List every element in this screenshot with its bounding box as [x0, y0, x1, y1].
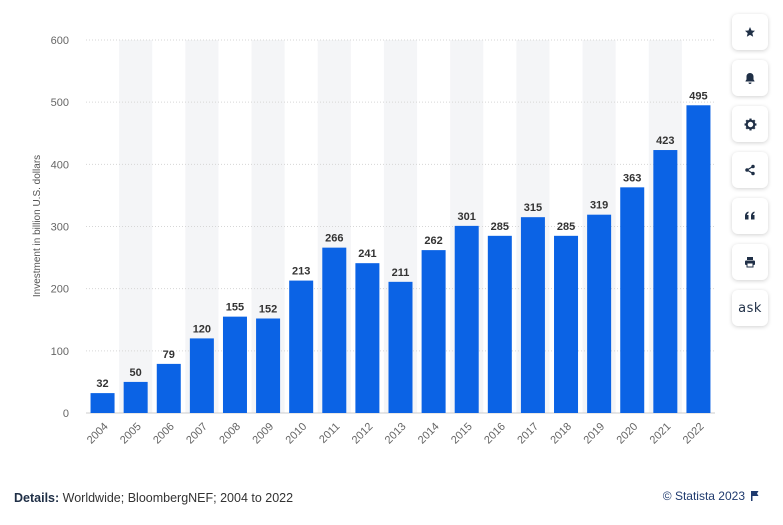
bar[interactable] [653, 150, 678, 413]
value-label: 155 [226, 302, 244, 314]
bar[interactable] [222, 316, 247, 413]
x-tick-label: 2006 [151, 421, 177, 447]
footer-details: Details: Worldwide; BloombergNEF; 2004 t… [14, 491, 293, 505]
sidebar-toolbar: ask [732, 14, 768, 336]
ask-button[interactable]: ask [732, 290, 768, 326]
stripe [119, 40, 153, 413]
bar[interactable] [620, 187, 645, 413]
x-tick-label: 2021 [648, 421, 674, 447]
x-tick-label: 2019 [581, 421, 607, 447]
quote-icon [745, 211, 755, 220]
value-label: 363 [623, 172, 641, 184]
bar[interactable] [156, 363, 181, 413]
cite-button[interactable] [732, 198, 768, 234]
bar[interactable] [686, 105, 711, 414]
bar[interactable] [256, 318, 281, 413]
flag-icon [751, 491, 759, 501]
x-tick-label: 2010 [284, 421, 310, 447]
bar[interactable] [123, 381, 148, 413]
x-tick-label: 2022 [681, 421, 707, 447]
x-tick-label: 2020 [615, 421, 641, 447]
x-tick-label: 2018 [548, 421, 574, 447]
value-labels: 32 50 79 120 155 152 213 266 241 211 262 301 285 315 2… [96, 90, 707, 390]
value-label: 262 [424, 235, 442, 247]
value-label: 79 [163, 349, 175, 361]
value-label: 211 [392, 267, 410, 279]
bar[interactable] [554, 235, 579, 413]
bar[interactable] [421, 250, 446, 413]
bar[interactable] [289, 280, 314, 413]
favorite-button[interactable] [732, 14, 768, 50]
value-label: 285 [557, 221, 575, 233]
details-label: Details: [14, 491, 60, 505]
y-tick-label: 100 [51, 346, 69, 358]
y-axis-ticks: 0 100 200 300 400 500 600 [51, 35, 69, 420]
value-label: 315 [524, 202, 542, 214]
print-icon [745, 257, 755, 268]
value-label: 266 [325, 233, 343, 245]
y-tick-label: 200 [51, 284, 69, 296]
x-tick-label: 2011 [317, 421, 342, 446]
y-axis-title: Investment in billion U.S. dollars [32, 155, 43, 297]
bar[interactable] [189, 338, 214, 413]
ask-label: ask [738, 300, 762, 316]
x-tick-label: 2012 [350, 421, 376, 447]
bar[interactable] [322, 247, 347, 413]
copyright[interactable]: © Statista 2023 [663, 489, 759, 503]
bars [90, 105, 711, 414]
value-label: 285 [491, 221, 509, 233]
share-icon [745, 164, 755, 176]
bell-icon [745, 72, 755, 84]
y-tick-label: 600 [51, 35, 69, 47]
value-label: 120 [193, 323, 211, 335]
x-tick-label: 2007 [184, 421, 210, 447]
value-label: 423 [656, 135, 674, 147]
share-button[interactable] [732, 152, 768, 188]
y-tick-label: 500 [51, 97, 69, 109]
x-tick-label: 2005 [118, 421, 144, 447]
x-tick-label: 2004 [85, 421, 111, 447]
y-tick-label: 300 [51, 222, 69, 234]
value-label: 50 [130, 367, 142, 379]
x-tick-label: 2008 [217, 421, 243, 447]
bar[interactable] [487, 235, 512, 413]
bar[interactable] [90, 393, 115, 413]
x-tick-label: 2014 [416, 421, 442, 447]
bar[interactable] [587, 214, 612, 413]
star-icon [745, 27, 755, 37]
value-label: 301 [458, 211, 476, 223]
bar[interactable] [454, 225, 479, 413]
bar[interactable] [520, 217, 545, 413]
bar[interactable] [355, 263, 380, 413]
x-tick-label: 2013 [383, 421, 409, 447]
value-label: 213 [292, 266, 310, 278]
print-button[interactable] [732, 244, 768, 280]
x-tick-label: 2015 [449, 421, 475, 447]
y-tick-label: 0 [63, 408, 69, 420]
value-label: 32 [96, 378, 108, 390]
value-label: 152 [259, 304, 277, 316]
settings-button[interactable] [732, 106, 768, 142]
gear-icon [744, 118, 756, 130]
bar-chart: 0 100 200 300 400 500 600 32 50 79 120 155 152 213 26… [32, 35, 715, 447]
value-label: 319 [590, 200, 608, 212]
value-label: 241 [358, 248, 376, 260]
copyright-text: © Statista 2023 [662, 489, 745, 503]
x-axis-labels: 2004 2005 2006 2007 2008 2009 2010 2011 2012 2013… [85, 421, 707, 447]
notification-button[interactable] [732, 60, 768, 96]
y-tick-label: 400 [51, 159, 69, 171]
value-label: 495 [689, 90, 707, 102]
x-tick-label: 2009 [250, 421, 276, 447]
details-text: Worldwide; BloombergNEF; 2004 to 2022 [59, 491, 294, 505]
bar[interactable] [388, 281, 413, 413]
x-tick-label: 2016 [482, 421, 508, 447]
x-tick-label: 2017 [515, 421, 541, 447]
